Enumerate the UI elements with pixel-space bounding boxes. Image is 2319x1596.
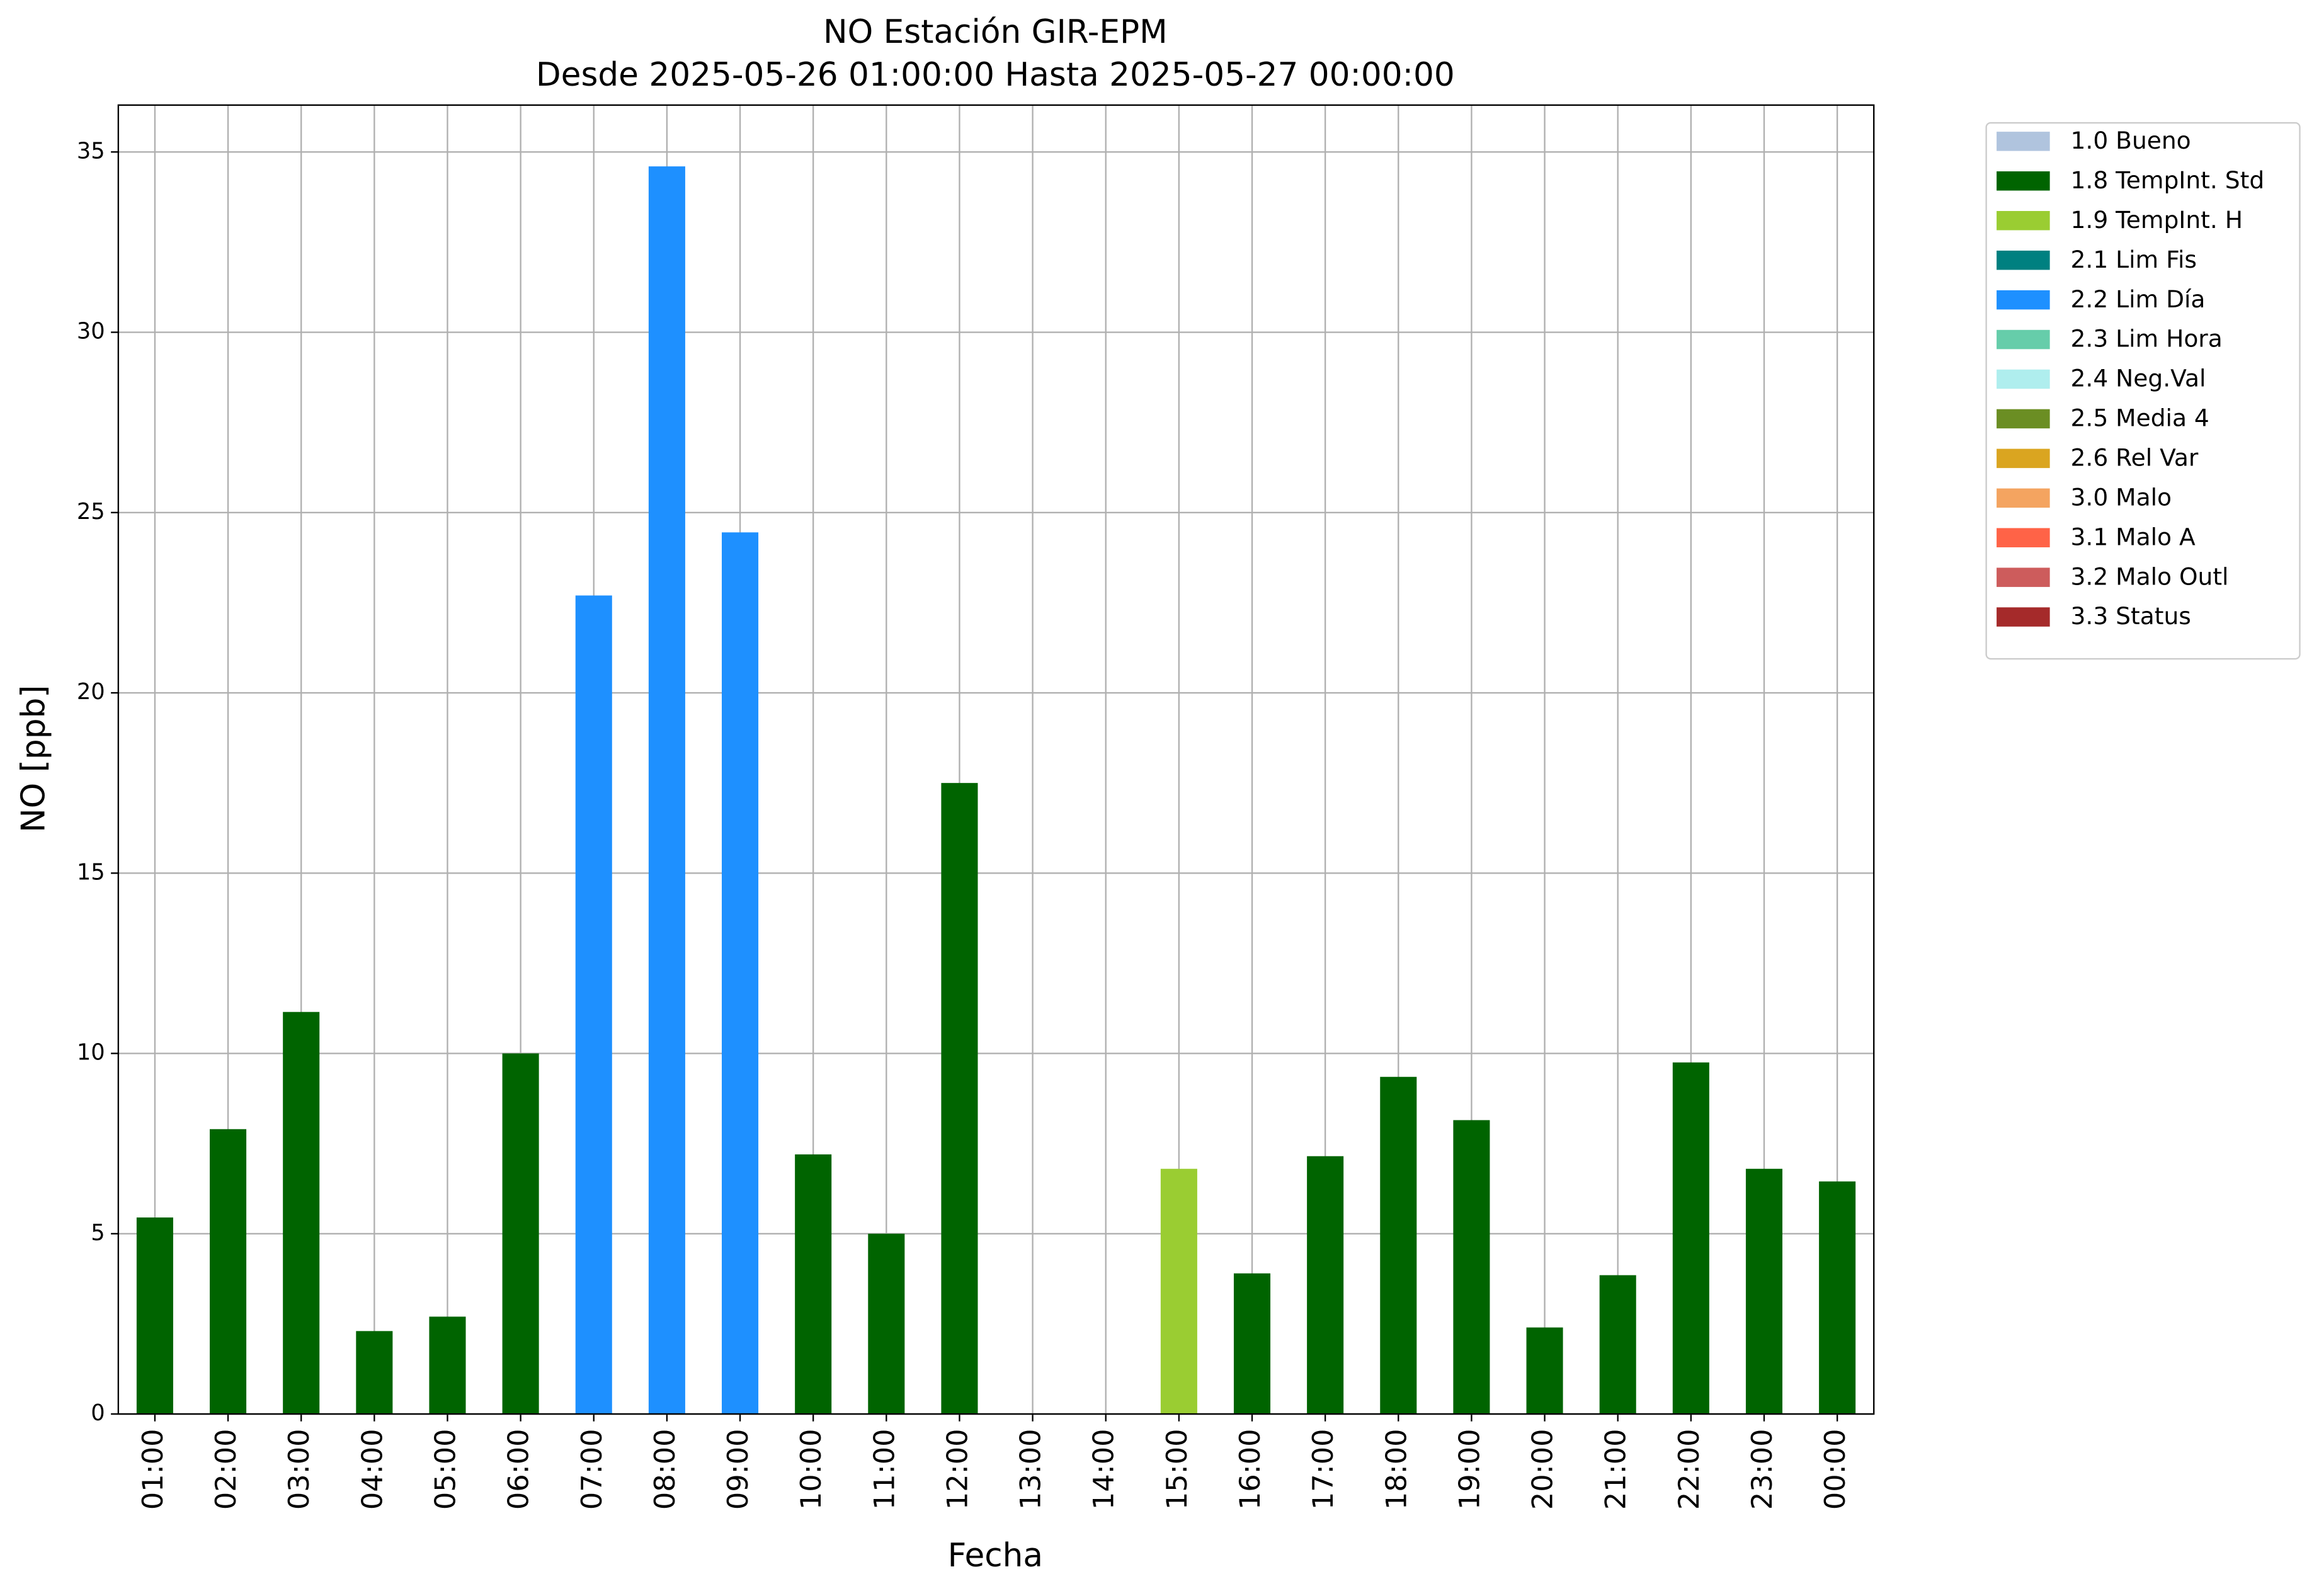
bar bbox=[795, 1154, 832, 1415]
x-tick-label: 07:00 bbox=[576, 1429, 608, 1510]
bar bbox=[1599, 1275, 1636, 1415]
legend-label: 1.9 TempInt. H bbox=[2071, 206, 2243, 234]
legend-label: 2.2 Lim Día bbox=[2071, 285, 2206, 313]
x-tick-label: 23:00 bbox=[1746, 1429, 1779, 1510]
x-tick-label: 02:00 bbox=[210, 1429, 242, 1510]
y-tick-label: 35 bbox=[77, 138, 105, 164]
x-tick-label: 08:00 bbox=[649, 1429, 681, 1510]
bar bbox=[502, 1053, 539, 1415]
x-tick-label: 10:00 bbox=[795, 1429, 828, 1510]
y-tick-label: 25 bbox=[77, 499, 105, 525]
x-tick-label: 11:00 bbox=[868, 1429, 901, 1510]
x-tick-label: 13:00 bbox=[1015, 1429, 1047, 1510]
legend-label: 2.6 Rel Var bbox=[2071, 444, 2199, 472]
legend-label: 3.3 Status bbox=[2071, 602, 2191, 630]
legend-frame bbox=[1985, 122, 2301, 660]
x-tick-label: 14:00 bbox=[1088, 1429, 1120, 1510]
legend-label: 2.3 Lim Hora bbox=[2071, 325, 2223, 353]
legend-label: 3.0 Malo bbox=[2071, 483, 2172, 511]
bar bbox=[1819, 1181, 1856, 1415]
legend-swatch bbox=[1997, 250, 2050, 270]
legend-swatch bbox=[1997, 448, 2050, 469]
bar bbox=[1453, 1120, 1490, 1415]
x-tick-label: 06:00 bbox=[503, 1429, 535, 1510]
y-tick-label: 30 bbox=[77, 319, 105, 345]
legend-swatch bbox=[1997, 567, 2050, 587]
legend: 1.0 Bueno 1.8 TempInt. Std 1.9 TempInt. H 2… bbox=[1985, 122, 2301, 660]
chart-subtitle: Desde 2025-05-26 01:00:00 Hasta 2025-05-… bbox=[536, 56, 1455, 94]
legend-swatch bbox=[1997, 528, 2050, 547]
y-tick-label: 15 bbox=[77, 859, 105, 885]
y-axis-label: NO [ppb] bbox=[14, 685, 52, 833]
legend-swatch bbox=[1997, 132, 2050, 151]
bar bbox=[429, 1316, 466, 1415]
legend-swatch bbox=[1997, 329, 2050, 350]
bar bbox=[1526, 1327, 1563, 1415]
x-tick-label: 21:00 bbox=[1600, 1429, 1632, 1510]
bar bbox=[136, 1217, 173, 1415]
x-tick-label: 22:00 bbox=[1673, 1429, 1706, 1510]
bar bbox=[283, 1012, 320, 1415]
y-tick-label: 5 bbox=[91, 1220, 105, 1246]
bar bbox=[648, 166, 685, 1415]
bar bbox=[356, 1331, 393, 1415]
bar bbox=[941, 783, 978, 1415]
x-tick-label: 18:00 bbox=[1380, 1429, 1413, 1510]
plot-frame bbox=[117, 104, 1875, 1415]
x-tick-label: 20:00 bbox=[1527, 1429, 1559, 1510]
legend-label: 3.1 Malo A bbox=[2071, 523, 2196, 550]
x-tick-label: 17:00 bbox=[1307, 1429, 1340, 1510]
bar bbox=[722, 532, 759, 1415]
bar bbox=[868, 1233, 905, 1415]
bar bbox=[575, 595, 612, 1415]
x-tick-label: 05:00 bbox=[429, 1429, 462, 1510]
x-axis-label: Fecha bbox=[948, 1537, 1043, 1575]
bar bbox=[1160, 1168, 1197, 1415]
legend-swatch bbox=[1997, 607, 2050, 627]
legend-label: 2.1 Lim Fis bbox=[2071, 246, 2197, 273]
legend-swatch bbox=[1997, 210, 2050, 231]
bar bbox=[1307, 1156, 1344, 1415]
legend-label: 1.0 Bueno bbox=[2071, 127, 2191, 154]
x-tick-label: 16:00 bbox=[1234, 1429, 1267, 1510]
bar bbox=[210, 1129, 247, 1415]
legend-label: 2.4 Neg.Val bbox=[2071, 365, 2206, 392]
bar bbox=[1745, 1168, 1783, 1415]
x-tick-label: 09:00 bbox=[722, 1429, 755, 1510]
x-tick-label: 12:00 bbox=[941, 1429, 974, 1510]
bar bbox=[1233, 1273, 1271, 1415]
legend-swatch bbox=[1997, 171, 2050, 191]
legend-label: 1.8 TempInt. Std bbox=[2071, 166, 2265, 194]
x-tick-label: 15:00 bbox=[1161, 1429, 1194, 1510]
y-tick-label: 0 bbox=[91, 1400, 105, 1426]
y-tick-label: 20 bbox=[77, 679, 105, 705]
x-tick-label: 01:00 bbox=[137, 1429, 169, 1510]
legend-swatch bbox=[1997, 369, 2050, 389]
legend-swatch bbox=[1997, 290, 2050, 310]
legend-swatch bbox=[1997, 488, 2050, 508]
legend-label: 3.2 Malo Outl bbox=[2071, 562, 2229, 590]
bar bbox=[1380, 1076, 1417, 1415]
x-tick-label: 04:00 bbox=[356, 1429, 389, 1510]
x-tick-label: 00:00 bbox=[1819, 1429, 1852, 1510]
chart-title: NO Estación GIR-EPM bbox=[823, 13, 1168, 51]
x-tick-label: 19:00 bbox=[1453, 1429, 1486, 1510]
y-tick-label: 10 bbox=[77, 1040, 105, 1066]
legend-swatch bbox=[1997, 409, 2050, 429]
bar bbox=[1672, 1062, 1709, 1415]
legend-label: 2.5 Media 4 bbox=[2071, 404, 2209, 432]
x-tick-label: 03:00 bbox=[283, 1429, 316, 1510]
